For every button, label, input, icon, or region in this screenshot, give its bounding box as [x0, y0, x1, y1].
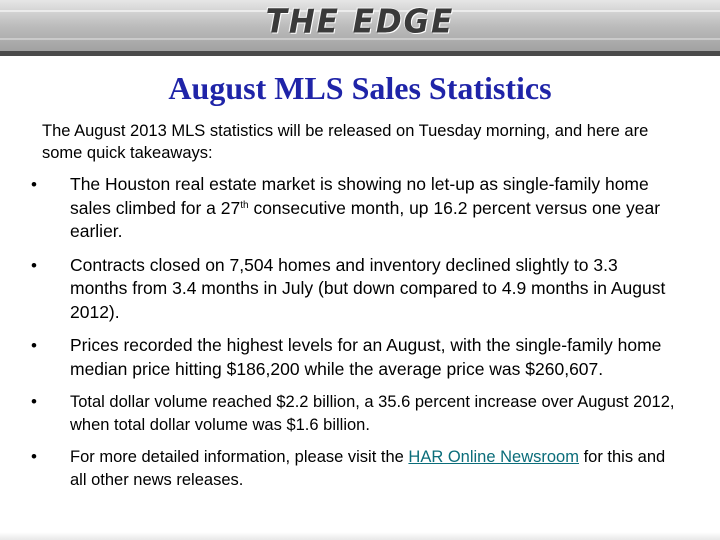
- list-item: • Contracts closed on 7,504 homes and in…: [28, 254, 678, 325]
- bullet-text-part: for this and all other news releases.: [70, 448, 666, 489]
- bullet-text: Prices recorded the highest levels for a…: [70, 335, 662, 379]
- bullet-text: For more detailed information, please vi…: [70, 446, 678, 491]
- banner-highlight: [0, 38, 720, 40]
- bullet-icon: •: [31, 447, 37, 466]
- header-banner: THE EDGE: [0, 0, 720, 56]
- bullet-text-part: consecutive month, up 16.2 percent versu…: [70, 197, 661, 242]
- ordinal-suffix: th: [240, 199, 249, 211]
- banner-highlight: [0, 10, 720, 12]
- list-item: • The Houston real estate market is show…: [28, 173, 678, 244]
- brand-logo-text: THE EDGE: [265, 3, 455, 41]
- list-item: • For more detailed information, please …: [28, 446, 678, 491]
- list-item: • Prices recorded the highest levels for…: [28, 334, 678, 381]
- list-item: • Total dollar volume reached $2.2 billi…: [28, 391, 678, 436]
- bullet-icon: •: [31, 336, 37, 355]
- page-title: August MLS Sales Statistics: [168, 70, 552, 106]
- har-newsroom-link[interactable]: HAR Online Newsroom: [408, 448, 579, 466]
- bullet-text: Total dollar volume reached $2.2 billion…: [70, 393, 675, 434]
- bullet-text: The Houston real estate market is showin…: [70, 173, 678, 244]
- footer-fade: [0, 532, 720, 540]
- bullet-text-part: For more detailed information, please vi…: [70, 448, 409, 466]
- banner-divider: [0, 51, 720, 56]
- bullet-text: Contracts closed on 7,504 homes and inve…: [70, 254, 666, 322]
- bullet-icon: •: [31, 255, 37, 275]
- takeaways-list: • The Houston real estate market is show…: [28, 173, 678, 501]
- bullet-icon: •: [31, 392, 37, 411]
- bullet-text-part: The Houston real estate market is showin…: [70, 174, 649, 218]
- bullet-icon: •: [31, 175, 37, 194]
- intro-paragraph: The August 2013 MLS statistics will be r…: [42, 122, 649, 162]
